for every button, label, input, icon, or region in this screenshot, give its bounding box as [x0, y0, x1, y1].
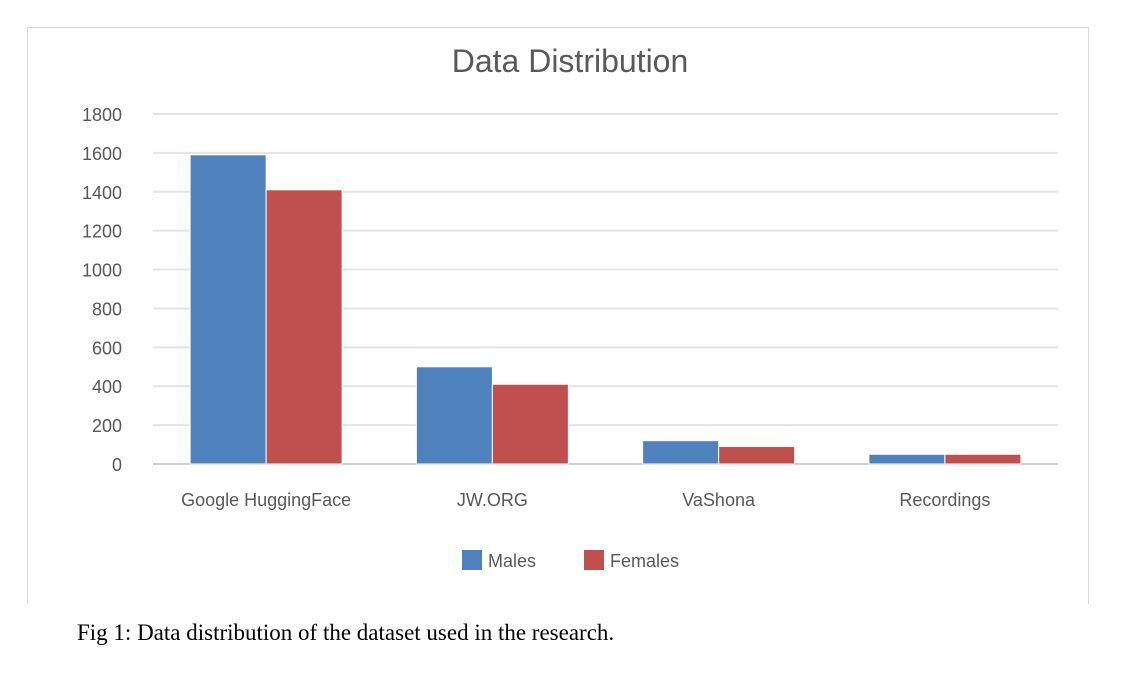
- chart-title: Data Distribution: [452, 43, 689, 79]
- y-axis-ticks: 0 200 400 600 800 1000 1200 1400 1600 1800: [82, 105, 122, 475]
- bar-chart: Data Distribution 0 200 400 600 800 1000 1200 1…: [82, 43, 1058, 571]
- x-tick-label: VaShona: [682, 490, 756, 510]
- bar-males-1: [415, 366, 493, 465]
- y-tick-label: 800: [92, 299, 122, 319]
- x-tick-label: Recordings: [899, 490, 990, 510]
- y-tick-label: 1200: [82, 222, 122, 242]
- bar-females-3: [944, 453, 1022, 465]
- x-tick-label: Google HuggingFace: [181, 490, 351, 510]
- bar-females-0: [265, 189, 343, 465]
- y-tick-label: 600: [92, 338, 122, 358]
- x-axis-labels: Google HuggingFace JW.ORG VaShona Recording…: [181, 490, 990, 510]
- y-tick-label: 0: [112, 455, 122, 475]
- bar-males-2: [642, 440, 720, 465]
- y-tick-label: 1000: [82, 261, 122, 281]
- bar-males-0: [189, 154, 267, 465]
- bars: [189, 154, 1022, 465]
- figure-caption: Fig 1: Data distribution of the dataset …: [77, 620, 615, 645]
- y-tick-label: 400: [92, 377, 122, 397]
- y-tick-label: 1400: [82, 183, 122, 203]
- legend-swatch-males: [462, 550, 482, 570]
- y-tick-label: 200: [92, 416, 122, 436]
- y-tick-label: 1600: [82, 144, 122, 164]
- legend-label-females: Females: [610, 551, 679, 571]
- y-tick-label: 1800: [82, 105, 122, 125]
- bar-females-1: [491, 383, 569, 465]
- x-tick-label: JW.ORG: [457, 490, 528, 510]
- legend-swatch-females: [584, 550, 604, 570]
- legend: Males Females: [462, 550, 679, 571]
- bar-females-2: [718, 446, 796, 465]
- legend-label-males: Males: [488, 551, 536, 571]
- bar-males-3: [868, 453, 946, 465]
